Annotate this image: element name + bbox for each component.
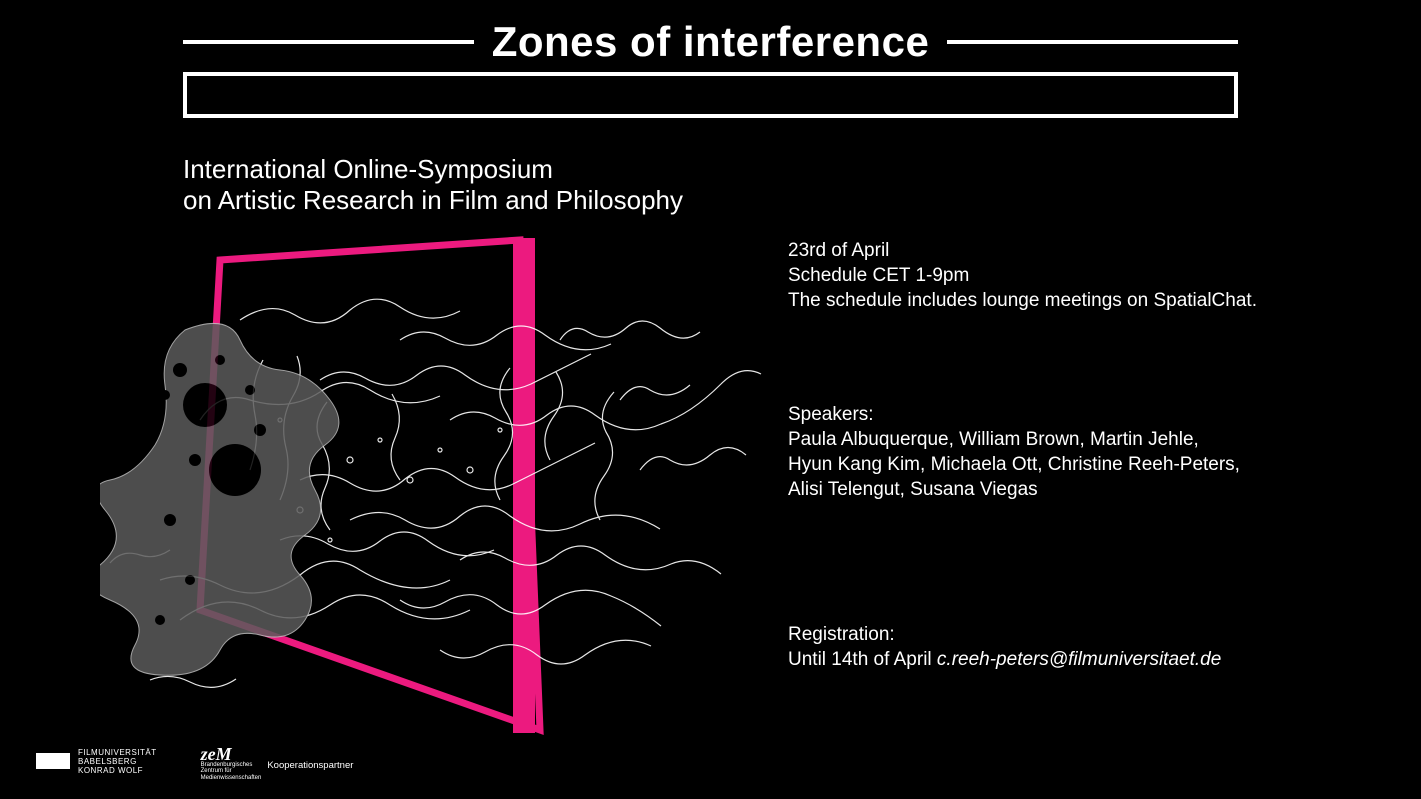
subtitle-line-1: International Online-Symposium xyxy=(183,154,683,185)
logo-zem-partner: Kooperationspartner xyxy=(267,760,353,771)
title-rule-left xyxy=(183,40,474,44)
subtitle: International Online-Symposium on Artist… xyxy=(183,154,683,216)
main-title: Zones of interference xyxy=(492,18,930,66)
logo-zem-left: zeM Brandenburgisches Zentrum für Medien… xyxy=(201,748,262,781)
title-rule-right xyxy=(947,40,1238,44)
organic-blob-icon xyxy=(100,323,339,675)
speakers-line-3: Alisi Telengut, Susana Viegas xyxy=(788,477,1308,502)
registration-label: Registration: xyxy=(788,622,1308,647)
graphic-svg xyxy=(100,220,800,740)
schedule-date: 23rd of April xyxy=(788,238,1308,263)
speakers-label: Speakers: xyxy=(788,402,1308,427)
schedule-block: 23rd of April Schedule CET 1-9pm The sch… xyxy=(788,238,1308,313)
registration-block: Registration: Until 14th of April c.reeh… xyxy=(788,622,1308,672)
logo-zem: zeM Brandenburgisches Zentrum für Medien… xyxy=(201,748,354,781)
schedule-time: Schedule CET 1-9pm xyxy=(788,263,1308,288)
speakers-block: Speakers: Paula Albuquerque, William Bro… xyxy=(788,402,1308,502)
header-frame: Zones of interference xyxy=(183,22,1238,112)
registration-deadline: Until 14th of April xyxy=(788,649,937,670)
title-box xyxy=(183,72,1238,118)
logo-filmuniversitaet-icon xyxy=(36,753,70,769)
speakers-line-2: Hyun Kang Kim, Michaela Ott, Christine R… xyxy=(788,452,1308,477)
logo-filmuniversitaet-text: FILMUNIVERSITÄT BABELSBERG KONRAD WOLF xyxy=(78,748,157,776)
logo-filmuniversitaet: FILMUNIVERSITÄT BABELSBERG KONRAD WOLF xyxy=(36,748,157,776)
logos-row: FILMUNIVERSITÄT BABELSBERG KONRAD WOLF z… xyxy=(36,748,353,781)
pink-frame-icon xyxy=(200,238,540,733)
logo-zem-sub: Brandenburgisches Zentrum für Medienwiss… xyxy=(201,762,262,781)
logo1-line1: FILMUNIVERSITÄT xyxy=(78,748,157,757)
logo1-line2: BABELSBERG xyxy=(78,757,157,766)
title-row: Zones of interference xyxy=(183,18,1238,66)
logo2-sub3: Medienwissenschaften xyxy=(201,775,262,781)
subtitle-line-2: on Artistic Research in Film and Philoso… xyxy=(183,185,683,216)
speakers-line-1: Paula Albuquerque, William Brown, Martin… xyxy=(788,427,1308,452)
registration-line: Until 14th of April c.reeh-peters@filmun… xyxy=(788,647,1308,672)
schedule-note: The schedule includes lounge meetings on… xyxy=(788,288,1308,313)
graphic xyxy=(100,220,800,740)
registration-email: c.reeh-peters@filmuniversitaet.de xyxy=(937,649,1221,670)
logo-zem-script: zeM xyxy=(201,748,262,761)
interference-texture-icon xyxy=(110,299,761,687)
logo1-line3: KONRAD WOLF xyxy=(78,766,157,775)
